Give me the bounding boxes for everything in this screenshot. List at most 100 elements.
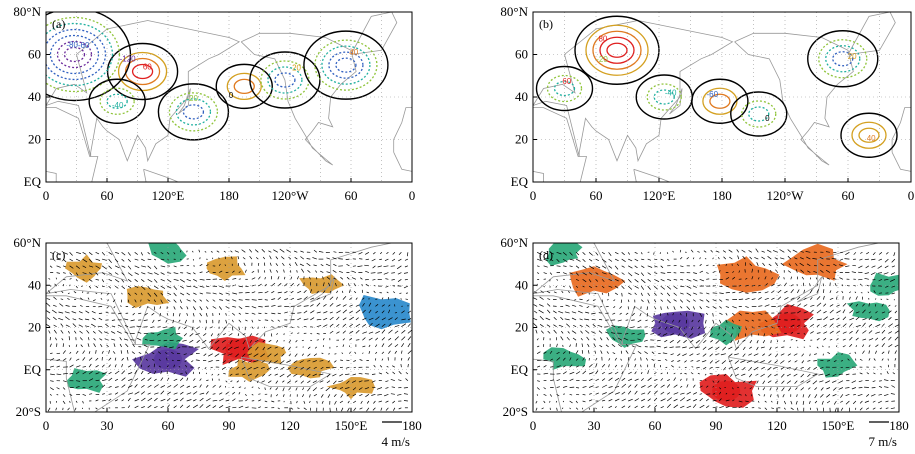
wind-vector (75, 358, 80, 361)
wind-vector (875, 337, 879, 341)
wind-vector (719, 398, 722, 402)
wind-vector (245, 319, 248, 322)
wind-vector (634, 265, 638, 269)
wind-vector (625, 350, 629, 354)
wind-vector (543, 365, 547, 368)
wind-vector (186, 306, 189, 310)
wind-vector (734, 360, 740, 364)
wind-vector (160, 377, 164, 381)
wind-vector (812, 373, 818, 377)
wind-vector (340, 394, 344, 398)
wind-vector (771, 290, 775, 294)
wind-vector (294, 262, 298, 266)
wind-vector (614, 278, 619, 282)
wind-vector (127, 397, 131, 402)
wind-vector (347, 400, 350, 404)
wind-vector (796, 289, 800, 294)
wind-vector (199, 271, 203, 273)
wind-vector (273, 249, 278, 253)
wind-vector (814, 400, 818, 404)
wind-vector (722, 250, 726, 253)
wind-vector (396, 265, 402, 270)
wind-vector (173, 364, 175, 368)
contour-line (606, 42, 628, 58)
wind-vector (56, 393, 59, 396)
wind-vector (355, 317, 359, 321)
wind-vector (706, 292, 710, 295)
wind-vector (637, 351, 642, 354)
wind-vector (385, 400, 389, 403)
wind-vector (405, 292, 408, 294)
wind-vector (553, 329, 557, 334)
wind-vector (360, 400, 363, 404)
wind-vector (894, 350, 897, 354)
wind-vector (614, 251, 619, 255)
wind-vector (362, 303, 365, 307)
wind-vector (697, 333, 700, 337)
wind-vector (134, 363, 137, 368)
wind-vector (368, 322, 373, 327)
wind-vector (150, 332, 155, 334)
wind-vector (192, 391, 198, 395)
wind-vector (153, 397, 158, 402)
wind-vector (706, 272, 709, 274)
contour-line (314, 39, 378, 91)
wind-vector (60, 329, 64, 334)
wind-vector (75, 344, 78, 348)
wind-vector (127, 392, 134, 395)
wind-vector (685, 319, 688, 324)
wind-vector (186, 312, 188, 316)
wind-vector (859, 358, 863, 361)
wind-vector (160, 251, 164, 255)
contour-line (117, 51, 168, 92)
wind-vector (839, 258, 844, 261)
wind-vector (751, 276, 754, 280)
wind-vector (160, 278, 165, 282)
wind-vector (543, 400, 546, 404)
x-tick-label: 0 (43, 188, 50, 203)
wind-vector (742, 339, 746, 342)
wind-vector (854, 291, 857, 294)
wind-vector (777, 296, 782, 300)
wind-vector (888, 344, 893, 348)
wind-vector (660, 372, 663, 375)
wind-vector (763, 394, 766, 397)
wind-vector (52, 304, 57, 307)
wind-vector (829, 290, 832, 294)
wind-vector (269, 262, 272, 266)
wind-vector (403, 285, 409, 289)
wind-vector (78, 318, 83, 321)
wind-vector (858, 380, 863, 383)
wind-vector (569, 265, 573, 268)
wind-vector (359, 407, 363, 410)
x-tick-label: 150°E (335, 418, 368, 433)
wind-vector (715, 360, 720, 364)
wind-vector (880, 298, 883, 300)
wind-vector (732, 387, 734, 390)
wind-vector (582, 393, 586, 396)
anomaly-shading (710, 319, 742, 346)
panel-content (46, 243, 412, 412)
wind-vector (646, 313, 649, 317)
wind-vector (353, 360, 357, 362)
wind-vector (800, 257, 804, 260)
wind-vector (46, 298, 51, 300)
wind-vector (87, 297, 90, 300)
wind-vector (237, 333, 240, 337)
wind-vector (647, 279, 652, 282)
wind-vector (323, 290, 326, 294)
wind-vector (186, 264, 190, 267)
wind-vector (164, 352, 168, 355)
wind-vector (251, 270, 255, 273)
wind-vector (771, 277, 774, 280)
wind-vector (243, 380, 246, 382)
wind-vector (833, 271, 837, 273)
coastline (533, 243, 881, 350)
wind-vector (134, 370, 138, 375)
wind-vector (134, 272, 139, 275)
wind-vector (569, 252, 573, 256)
wind-vector (757, 277, 760, 280)
wind-vector (637, 319, 642, 323)
wind-vector (147, 292, 152, 297)
wind-vector (132, 343, 135, 348)
